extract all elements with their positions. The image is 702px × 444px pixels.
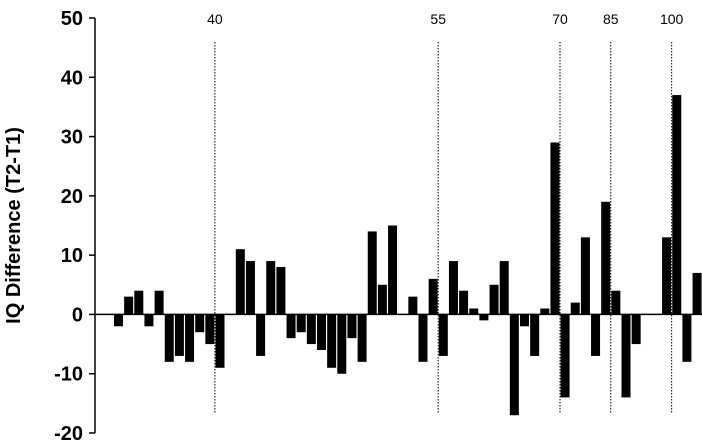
reference-lines: 40 55 70 85 100 (207, 11, 684, 414)
bar-6 (174, 314, 184, 356)
bar-10 (215, 314, 225, 368)
reference-line-label-1: 55 (430, 11, 446, 27)
bar-44 (560, 314, 570, 398)
y-tick-label-4: 20 (61, 186, 83, 208)
bars (114, 95, 702, 416)
bar-41 (530, 314, 540, 356)
bar-36 (479, 314, 489, 321)
bar-50 (621, 314, 631, 398)
bar-25 (367, 231, 377, 315)
bar-32 (438, 314, 448, 356)
bar-1 (124, 296, 134, 315)
bar-34 (459, 290, 469, 315)
bar-49 (611, 290, 621, 315)
bar-40 (520, 314, 529, 327)
bar-0 (114, 314, 123, 327)
y-tick-label-0: -20 (54, 423, 83, 444)
bar-42 (540, 308, 550, 315)
bar-39 (509, 314, 519, 416)
bar-51 (631, 314, 641, 345)
reference-line-label-3: 85 (603, 11, 619, 27)
y-axis: -20 -10 0 10 20 30 40 50 (54, 8, 96, 444)
bar-13 (245, 261, 255, 315)
bar-38 (499, 261, 509, 315)
bar-4 (154, 290, 164, 315)
bar-27 (388, 225, 398, 315)
bar-18 (296, 314, 306, 333)
bar-19 (306, 314, 316, 345)
bar-33 (448, 261, 458, 315)
bar-37 (489, 284, 499, 315)
bar-16 (276, 267, 286, 315)
y-tick-label-1: -10 (54, 364, 83, 386)
reference-line-label-4: 100 (660, 11, 684, 27)
bar-46 (580, 237, 590, 315)
bar-57 (692, 272, 702, 315)
bar-23 (347, 314, 357, 339)
y-tick-label-7: 50 (61, 8, 83, 30)
bar-29 (408, 296, 418, 315)
bar-31 (428, 278, 438, 315)
y-tick-label-6: 40 (61, 67, 83, 89)
bar-22 (337, 314, 347, 374)
bar-26 (377, 284, 387, 315)
bar-43 (550, 142, 560, 315)
bar-7 (185, 314, 195, 362)
bar-47 (591, 314, 601, 356)
reference-line-label-2: 70 (552, 11, 568, 27)
bar-35 (469, 308, 479, 315)
bar-2 (134, 290, 144, 315)
reference-line-label-0: 40 (207, 11, 223, 27)
bar-56 (682, 314, 692, 362)
y-tick-label-3: 10 (61, 245, 83, 267)
bar-9 (205, 314, 215, 345)
bar-30 (418, 314, 428, 362)
bar-20 (317, 314, 326, 350)
bar-14 (256, 314, 266, 356)
y-axis-title: IQ Difference (T2-T1) (3, 127, 25, 324)
y-tick-label-2: 0 (72, 304, 83, 326)
bar-12 (235, 249, 245, 315)
bar-48 (601, 201, 611, 315)
bar-24 (357, 314, 367, 362)
bar-5 (164, 314, 174, 362)
bar-54 (662, 237, 672, 315)
bar-21 (327, 314, 337, 368)
bar-8 (195, 314, 205, 333)
y-tick-label-5: 30 (61, 127, 83, 149)
bar-15 (266, 261, 276, 315)
bar-45 (570, 302, 580, 315)
bar-55 (672, 95, 682, 315)
bar-3 (144, 314, 154, 327)
bar-17 (286, 314, 296, 339)
